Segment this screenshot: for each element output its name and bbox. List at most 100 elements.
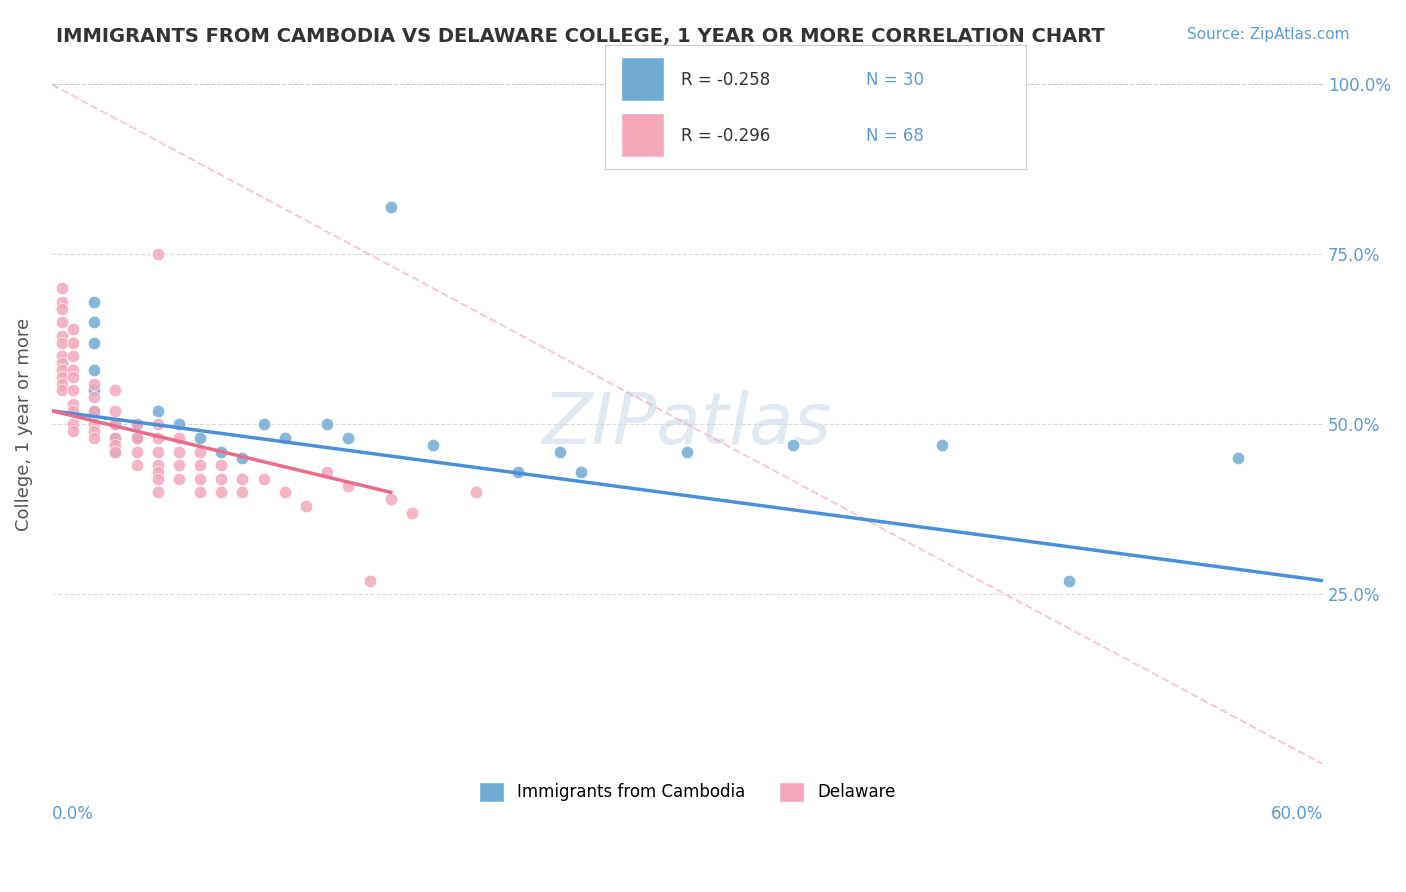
Point xyxy=(782,438,804,452)
Point xyxy=(359,574,381,588)
Text: 0.0%: 0.0% xyxy=(52,805,94,823)
Y-axis label: College, 1 year or more: College, 1 year or more xyxy=(15,318,32,531)
Point xyxy=(506,465,529,479)
Point xyxy=(51,281,73,295)
Text: 60.0%: 60.0% xyxy=(1271,805,1323,823)
Text: R = -0.296: R = -0.296 xyxy=(681,127,769,145)
Point xyxy=(125,431,148,445)
Point xyxy=(125,417,148,432)
Point xyxy=(146,458,169,472)
Point xyxy=(83,403,105,417)
Point xyxy=(83,295,105,310)
Point xyxy=(104,444,127,458)
Point xyxy=(83,315,105,329)
Point xyxy=(83,431,105,445)
Point xyxy=(62,417,84,432)
Point xyxy=(146,444,169,458)
Point xyxy=(104,403,127,417)
Point xyxy=(167,444,190,458)
Point xyxy=(146,417,169,432)
Text: IMMIGRANTS FROM CAMBODIA VS DELAWARE COLLEGE, 1 YEAR OR MORE CORRELATION CHART: IMMIGRANTS FROM CAMBODIA VS DELAWARE COL… xyxy=(56,27,1105,45)
Point xyxy=(188,444,211,458)
Point xyxy=(676,444,699,458)
Point xyxy=(51,376,73,391)
Point xyxy=(62,384,84,398)
Point xyxy=(146,465,169,479)
Point xyxy=(83,403,105,417)
Point xyxy=(274,485,297,500)
Point xyxy=(83,390,105,404)
Point xyxy=(104,438,127,452)
Point xyxy=(83,376,105,391)
Point xyxy=(83,417,105,432)
Text: N = 30: N = 30 xyxy=(866,70,924,88)
Point xyxy=(274,431,297,445)
Point xyxy=(62,350,84,364)
Point xyxy=(146,485,169,500)
Point xyxy=(337,478,360,492)
Point xyxy=(146,431,169,445)
Point xyxy=(464,485,486,500)
Text: R = -0.258: R = -0.258 xyxy=(681,70,769,88)
Point xyxy=(83,363,105,377)
Point xyxy=(62,322,84,336)
Point xyxy=(62,397,84,411)
Point xyxy=(104,431,127,445)
Point xyxy=(146,247,169,261)
Point xyxy=(209,458,232,472)
Point xyxy=(209,444,232,458)
Text: N = 68: N = 68 xyxy=(866,127,924,145)
Point xyxy=(188,485,211,500)
FancyBboxPatch shape xyxy=(621,113,664,157)
Text: Source: ZipAtlas.com: Source: ZipAtlas.com xyxy=(1187,27,1350,42)
Point xyxy=(316,465,339,479)
Point xyxy=(188,458,211,472)
Point xyxy=(62,403,84,417)
Point xyxy=(380,200,402,214)
Point xyxy=(1227,451,1250,466)
Point xyxy=(931,438,953,452)
Point xyxy=(104,417,127,432)
Point xyxy=(167,431,190,445)
Point xyxy=(231,472,253,486)
Point xyxy=(146,403,169,417)
Point xyxy=(83,335,105,350)
Point xyxy=(83,424,105,438)
Point xyxy=(295,499,318,513)
Point xyxy=(104,431,127,445)
Point xyxy=(146,472,169,486)
Point xyxy=(51,329,73,343)
Point xyxy=(104,444,127,458)
Point xyxy=(550,444,572,458)
Point xyxy=(316,417,339,432)
Point xyxy=(83,384,105,398)
Point xyxy=(125,417,148,432)
Point xyxy=(422,438,444,452)
Point xyxy=(1057,574,1080,588)
Point xyxy=(209,485,232,500)
Point xyxy=(231,485,253,500)
Point xyxy=(62,369,84,384)
Point xyxy=(571,465,593,479)
Point xyxy=(401,506,423,520)
Point xyxy=(51,356,73,370)
Point xyxy=(51,301,73,316)
Point xyxy=(51,384,73,398)
Point xyxy=(167,472,190,486)
Point xyxy=(188,472,211,486)
Point xyxy=(209,472,232,486)
Point xyxy=(104,384,127,398)
Point xyxy=(380,492,402,507)
Point xyxy=(125,431,148,445)
Point xyxy=(125,444,148,458)
Point xyxy=(51,315,73,329)
Point xyxy=(253,417,276,432)
Point xyxy=(51,369,73,384)
Point xyxy=(62,363,84,377)
Point xyxy=(62,335,84,350)
Point xyxy=(125,458,148,472)
Point xyxy=(51,335,73,350)
Point xyxy=(167,458,190,472)
Point xyxy=(51,295,73,310)
Text: ZIPatlas: ZIPatlas xyxy=(543,390,832,458)
